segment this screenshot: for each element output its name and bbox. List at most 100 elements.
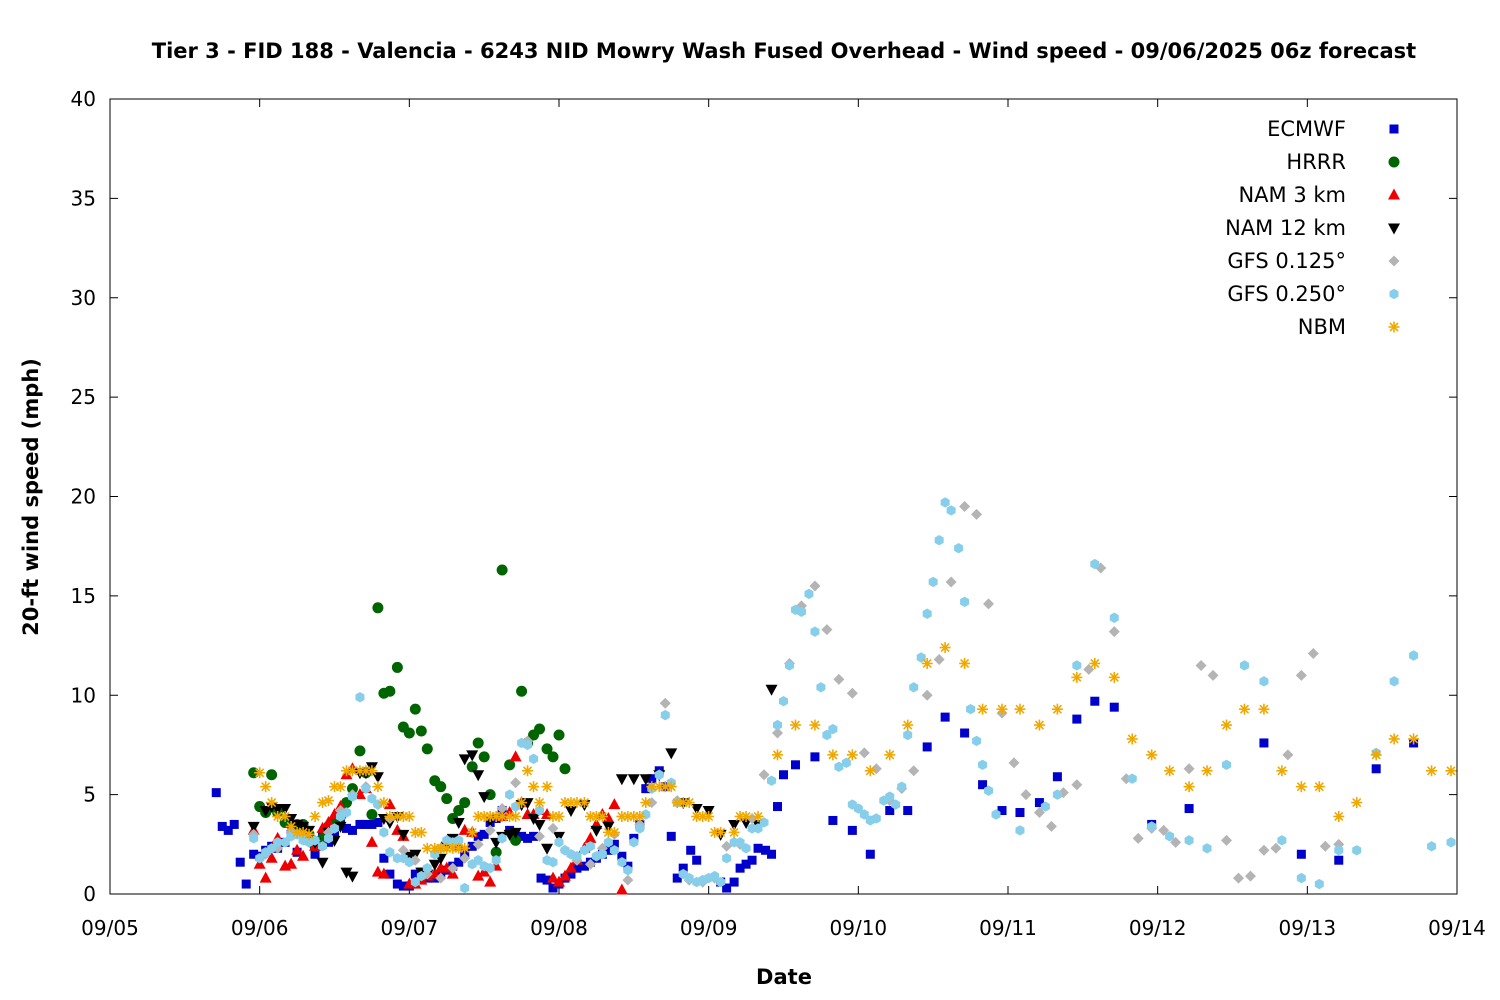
data-point-gfs-0-250 <box>347 791 357 802</box>
data-point-nbm <box>1221 719 1233 731</box>
data-point-gfs-0-250 <box>529 753 539 765</box>
data-point-gfs-0-250 <box>473 855 483 866</box>
data-point-nbm <box>571 797 583 809</box>
data-point-ecmwf <box>885 806 895 816</box>
data-point-gfs-0-125 <box>1183 763 1195 775</box>
data-point-gfs-0-250 <box>548 857 558 868</box>
data-point-nam-12-km <box>466 750 479 762</box>
data-point-gfs-0-250 <box>1259 676 1269 687</box>
data-point-hrrr <box>421 743 433 755</box>
data-point-nbm <box>285 820 297 832</box>
data-point-gfs-0-250 <box>753 823 763 834</box>
data-point-gfs-0-125 <box>1071 779 1083 791</box>
data-point-hrrr <box>478 751 490 763</box>
legend-item-ecmwf: ECMWF <box>1267 117 1399 141</box>
data-point-ecmwf <box>217 821 227 831</box>
data-point-gfs-0-125 <box>472 838 484 850</box>
data-point-gfs-0-250 <box>816 682 826 693</box>
data-point-hrrr <box>466 761 478 773</box>
data-point-nbm <box>578 797 590 809</box>
data-point-nam-12-km <box>316 857 329 869</box>
data-point-hrrr <box>415 725 427 737</box>
data-point-nbm <box>415 826 427 838</box>
y-axis: 0 5 10 15 20 25 30 35 40 <box>71 87 1457 906</box>
data-point-gfs-0-250 <box>804 588 814 600</box>
data-point-gfs-0-250 <box>885 791 895 802</box>
data-point-gfs-0-250 <box>629 837 639 848</box>
data-point-ecmwf <box>542 875 552 885</box>
data-point-gfs-0-250 <box>635 823 645 834</box>
data-point-gfs-0-250 <box>497 833 507 844</box>
data-point-nam-12-km <box>639 774 652 786</box>
x-tick-label: 09/09 <box>680 916 738 940</box>
data-point-nam-12-km <box>533 819 546 831</box>
data-point-gfs-0-250 <box>1090 558 1100 570</box>
legend-label: NBM <box>1298 315 1346 339</box>
data-point-gfs-0-125 <box>933 653 945 665</box>
y-tick-label: 25 <box>71 385 96 409</box>
data-point-gfs-0-250 <box>1040 801 1050 812</box>
data-point-nbm <box>403 810 415 822</box>
data-point-nam-3-km <box>484 875 497 887</box>
data-point-nam-12-km <box>346 871 359 883</box>
data-point-gfs-0-250 <box>940 497 950 508</box>
data-point-gfs-0-125 <box>983 598 995 610</box>
data-point-gfs-0-125 <box>1307 648 1319 660</box>
data-point-nbm <box>939 642 951 654</box>
legend: ECMWF HRRR NAM 3 km NAM 12 km GFS 0.125° GFS … <box>1225 117 1400 339</box>
data-point-ecmwf <box>241 879 251 889</box>
data-point-nbm <box>1108 671 1120 683</box>
data-point-gfs-0-250 <box>897 781 907 792</box>
data-point-gfs-0-125 <box>435 872 447 884</box>
data-point-ecmwf <box>579 861 589 871</box>
data-point-gfs-0-125 <box>758 769 770 781</box>
data-point-gfs-0-125 <box>1045 820 1057 832</box>
data-point-nam-12-km <box>690 804 703 816</box>
data-point-ecmwf <box>761 845 771 855</box>
data-point-nbm <box>378 797 390 809</box>
data-point-ecmwf <box>398 881 408 891</box>
data-point-gfs-0-250 <box>722 853 732 864</box>
data-point-ecmwf <box>810 752 820 762</box>
legend-marker-ecmwf <box>1389 124 1399 134</box>
data-point-gfs-0-125 <box>1207 669 1219 681</box>
data-point-ecmwf <box>235 857 245 867</box>
x-tick-label: 09/07 <box>381 916 439 940</box>
data-point-gfs-0-250 <box>735 837 745 848</box>
data-point-ecmwf <box>978 780 988 790</box>
data-point-ecmwf <box>572 863 582 873</box>
data-point-gfs-0-250 <box>922 608 932 619</box>
data-point-hrrr <box>391 661 403 673</box>
data-point-ecmwf <box>1371 764 1381 774</box>
data-point-gfs-0-250 <box>1352 845 1362 856</box>
legend-label: NAM 12 km <box>1225 216 1346 240</box>
x-tick-label: 09/13 <box>1279 916 1337 940</box>
data-point-ecmwf <box>609 839 619 849</box>
data-point-nbm <box>1071 671 1083 683</box>
data-point-gfs-0-250 <box>623 864 633 876</box>
data-point-ecmwf <box>847 825 857 835</box>
data-point-nbm <box>1388 733 1400 745</box>
data-point-hrrr <box>496 564 508 576</box>
data-point-hrrr <box>354 745 366 757</box>
data-point-ecmwf <box>692 855 702 865</box>
data-point-nam-12-km <box>340 867 353 879</box>
data-point-gfs-0-250 <box>609 845 619 856</box>
data-point-gfs-0-250 <box>535 805 545 816</box>
data-point-gfs-0-125 <box>1295 669 1307 681</box>
data-point-gfs-0-125 <box>1282 749 1294 761</box>
data-point-nbm <box>303 828 315 840</box>
data-point-gfs-0-250 <box>1427 841 1437 852</box>
data-point-ecmwf <box>753 843 763 853</box>
data-point-hrrr <box>384 685 396 697</box>
data-point-ecmwf <box>790 760 800 770</box>
data-point-nbm <box>1126 733 1138 745</box>
data-point-gfs-0-125 <box>534 830 546 842</box>
data-point-nbm <box>366 765 378 777</box>
data-point-nam-12-km <box>472 770 485 782</box>
data-point-gfs-0-250 <box>379 827 389 838</box>
data-point-ecmwf <box>1184 804 1194 814</box>
data-point-nam-3-km <box>297 849 310 861</box>
data-point-nbm <box>996 703 1008 715</box>
data-point-nam-12-km <box>452 817 465 829</box>
